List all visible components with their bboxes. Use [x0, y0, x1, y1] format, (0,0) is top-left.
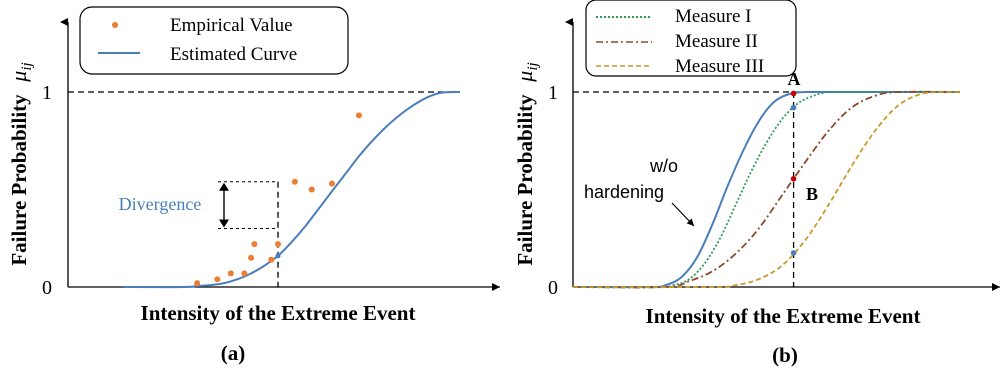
panel-a-empirical-point	[328, 180, 335, 187]
panel-a-empirical-point	[355, 112, 362, 119]
panel-a-empirical-point	[214, 276, 221, 283]
panel-a-empirical-point	[275, 241, 282, 248]
panel-b-intersection-point	[790, 90, 797, 97]
panel-a-ytick-1: 1	[42, 82, 52, 104]
panel-a-empirical-point	[248, 254, 255, 261]
panel-a-legend	[79, 6, 349, 75]
panel-b-ylabel-symbol: μij	[512, 62, 541, 82]
panel-a-legend-label-estimated: Estimated Curve	[170, 44, 297, 65]
panel-b-curve-label-2: hardening	[584, 182, 664, 202]
panel-b-legend-label-measure-iii: Measure III	[675, 56, 764, 77]
panel-a-empirical-point	[268, 256, 275, 263]
panel-a-empirical-point	[251, 241, 258, 248]
panel-b-xlabel: Intensity of the Extreme Event	[646, 304, 921, 328]
panel-b-curve-label-1: w/o	[649, 156, 678, 176]
panel-a-divergence-marker	[218, 181, 281, 287]
panel-a-ytick-0: 0	[42, 277, 52, 299]
panel-b-ylabel: Failure Probability	[513, 94, 537, 266]
panel-a: 1 0 Failure Probability μij Intensity of…	[6, 6, 500, 365]
panel-b-series-2	[572, 90, 961, 289]
panel-a-legend-dot-marker	[112, 22, 118, 28]
panel-a-ylabel: Failure Probability	[7, 94, 31, 266]
panel-a-estimated-curve	[122, 90, 461, 289]
panel-b-series-3	[572, 90, 961, 289]
panel-b-legend-label-measure-i: Measure I	[675, 6, 752, 27]
panel-b-ytick-1: 1	[548, 82, 558, 104]
panel-a-empirical-point	[291, 178, 298, 185]
panel-a-divergence-label: Divergence	[119, 194, 202, 214]
panel-a-ylabel-symbol: μij	[6, 62, 35, 82]
panel-b-intersection-point	[790, 250, 797, 256]
panel-b-intersection-point	[790, 175, 797, 182]
panel-b: 1 0 Failure Probability μij Intensity of…	[512, 0, 1000, 367]
panel-a-legend-label-empirical: Empirical Value	[170, 15, 293, 36]
panel-a-empirical-point	[194, 280, 201, 287]
panel-a-xlabel: Intensity of the Extreme Event	[141, 301, 416, 325]
panel-b-ytick-0: 0	[548, 277, 558, 299]
panel-b-point-b-label: B	[806, 184, 818, 204]
panel-b-legend	[585, 0, 797, 77]
panel-b-series-0	[572, 90, 960, 289]
panel-a-empirical-point	[227, 270, 234, 277]
panel-a-empirical-point	[308, 186, 315, 193]
panel-b-intersection-point	[790, 104, 797, 111]
panel-a-panel-label: (a)	[221, 341, 246, 365]
panel-b-panel-label: (b)	[772, 343, 798, 367]
panel-b-curve-label-arrow	[671, 202, 695, 227]
panel-b-legend-label-measure-ii: Measure II	[675, 31, 758, 52]
panel-a-empirical-point	[241, 270, 248, 277]
